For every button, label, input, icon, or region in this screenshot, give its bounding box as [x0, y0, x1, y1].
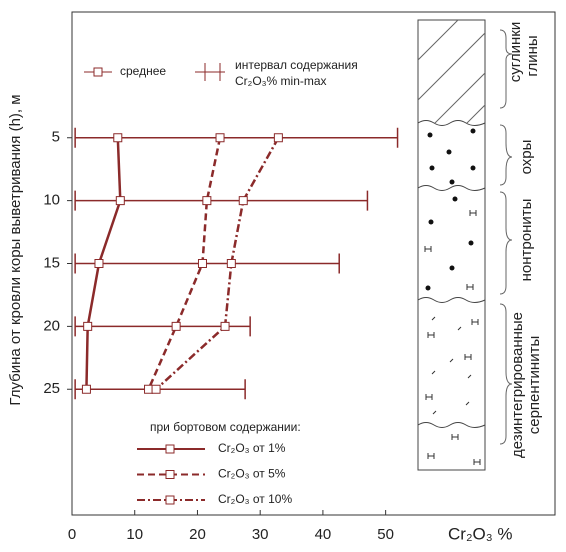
marker: [273, 133, 283, 143]
x-tick-label: 30: [252, 526, 269, 543]
y-tick-label: 20: [43, 317, 60, 334]
x-tick-label: 0: [68, 526, 76, 543]
y-tick-label: 5: [52, 129, 60, 146]
marker: [238, 196, 248, 206]
legend-symbols: [84, 63, 225, 81]
marker: [197, 259, 207, 268]
marker: [171, 321, 181, 331]
column-label: нонтрониты: [518, 199, 535, 282]
marker: [202, 196, 212, 206]
geologic-column: [417, 19, 513, 471]
legend-label: Cr₂O₃ от 10%: [218, 492, 292, 506]
legend-mean: среднее: [120, 64, 166, 78]
column-label: охры: [518, 140, 535, 175]
column-label: дезинтегрированные: [509, 312, 526, 458]
x-axis-label: Cr₂O₃ %: [448, 524, 513, 543]
marker: [151, 384, 161, 394]
column-label: глины: [524, 35, 541, 76]
marker: [94, 259, 104, 268]
marker: [115, 196, 125, 206]
legend-title: при бортовом содержании:: [150, 420, 301, 434]
marker: [83, 321, 93, 331]
legend-marker: [165, 444, 175, 454]
marker: [113, 133, 123, 143]
y-tick-label: 15: [43, 254, 60, 271]
marker: [215, 133, 225, 143]
y-axis-label: Глубина от кровли коры выветривания (h),…: [7, 94, 24, 405]
x-tick-label: 10: [126, 526, 143, 543]
x-tick-label: 50: [377, 526, 394, 543]
marker: [144, 384, 154, 394]
x-tick-label: 20: [189, 526, 206, 543]
legend-label: Cr₂O₃ от 1%: [218, 441, 286, 455]
legend-label: Cr₂O₃ от 5%: [218, 467, 286, 481]
legend-interval: интервал содержания: [235, 58, 358, 72]
legend-marker: [165, 470, 175, 479]
x-tick-label: 40: [315, 526, 332, 543]
series-line: [155, 137, 280, 391]
y-tick-label: 10: [43, 192, 60, 209]
column-label: серпентиниты: [526, 336, 543, 435]
marker: [226, 259, 236, 268]
marker: [81, 384, 91, 394]
marker: [220, 321, 230, 331]
legend-interval: Cr₂O₃% min-max: [235, 74, 327, 88]
column-label: суглинки: [507, 22, 524, 83]
y-tick-label: 25: [43, 380, 60, 397]
legend-marker: [165, 495, 175, 505]
